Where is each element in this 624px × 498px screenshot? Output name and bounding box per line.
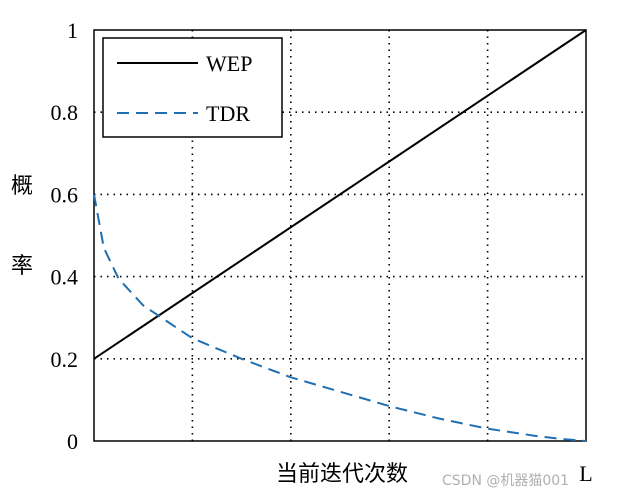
- legend-box: [102, 37, 283, 138]
- y-tick-label: 0.8: [51, 100, 79, 125]
- series-line-wep: [93, 29, 587, 360]
- legend: WEP TDR: [102, 37, 283, 138]
- legend-label-tdr: TDR: [206, 101, 250, 126]
- y-axis-label-char-2: 率: [11, 254, 33, 279]
- grid-lines: [94, 30, 586, 441]
- x-tick-labels: L: [579, 461, 592, 486]
- y-tick-label: 0.4: [51, 265, 79, 290]
- y-tick-labels: 0 0.2 0.4 0.6 0.8 1: [51, 18, 79, 454]
- y-tick-label: 1: [67, 18, 78, 43]
- plot-area-frame: [93, 29, 587, 442]
- legend-label-wep: WEP: [206, 51, 252, 76]
- y-tick-label: 0: [67, 429, 78, 454]
- series-line-tdr: [93, 194, 587, 442]
- y-axis-label-char-1: 概: [11, 174, 33, 199]
- watermark: CSDN @机器猫001: [442, 473, 569, 489]
- x-tick-label: L: [579, 461, 592, 486]
- y-tick-label: 0.2: [51, 347, 79, 372]
- y-tick-label: 0.6: [51, 182, 79, 207]
- x-axis-label: 当前迭代次数: [276, 462, 408, 487]
- series-layer: [93, 29, 587, 442]
